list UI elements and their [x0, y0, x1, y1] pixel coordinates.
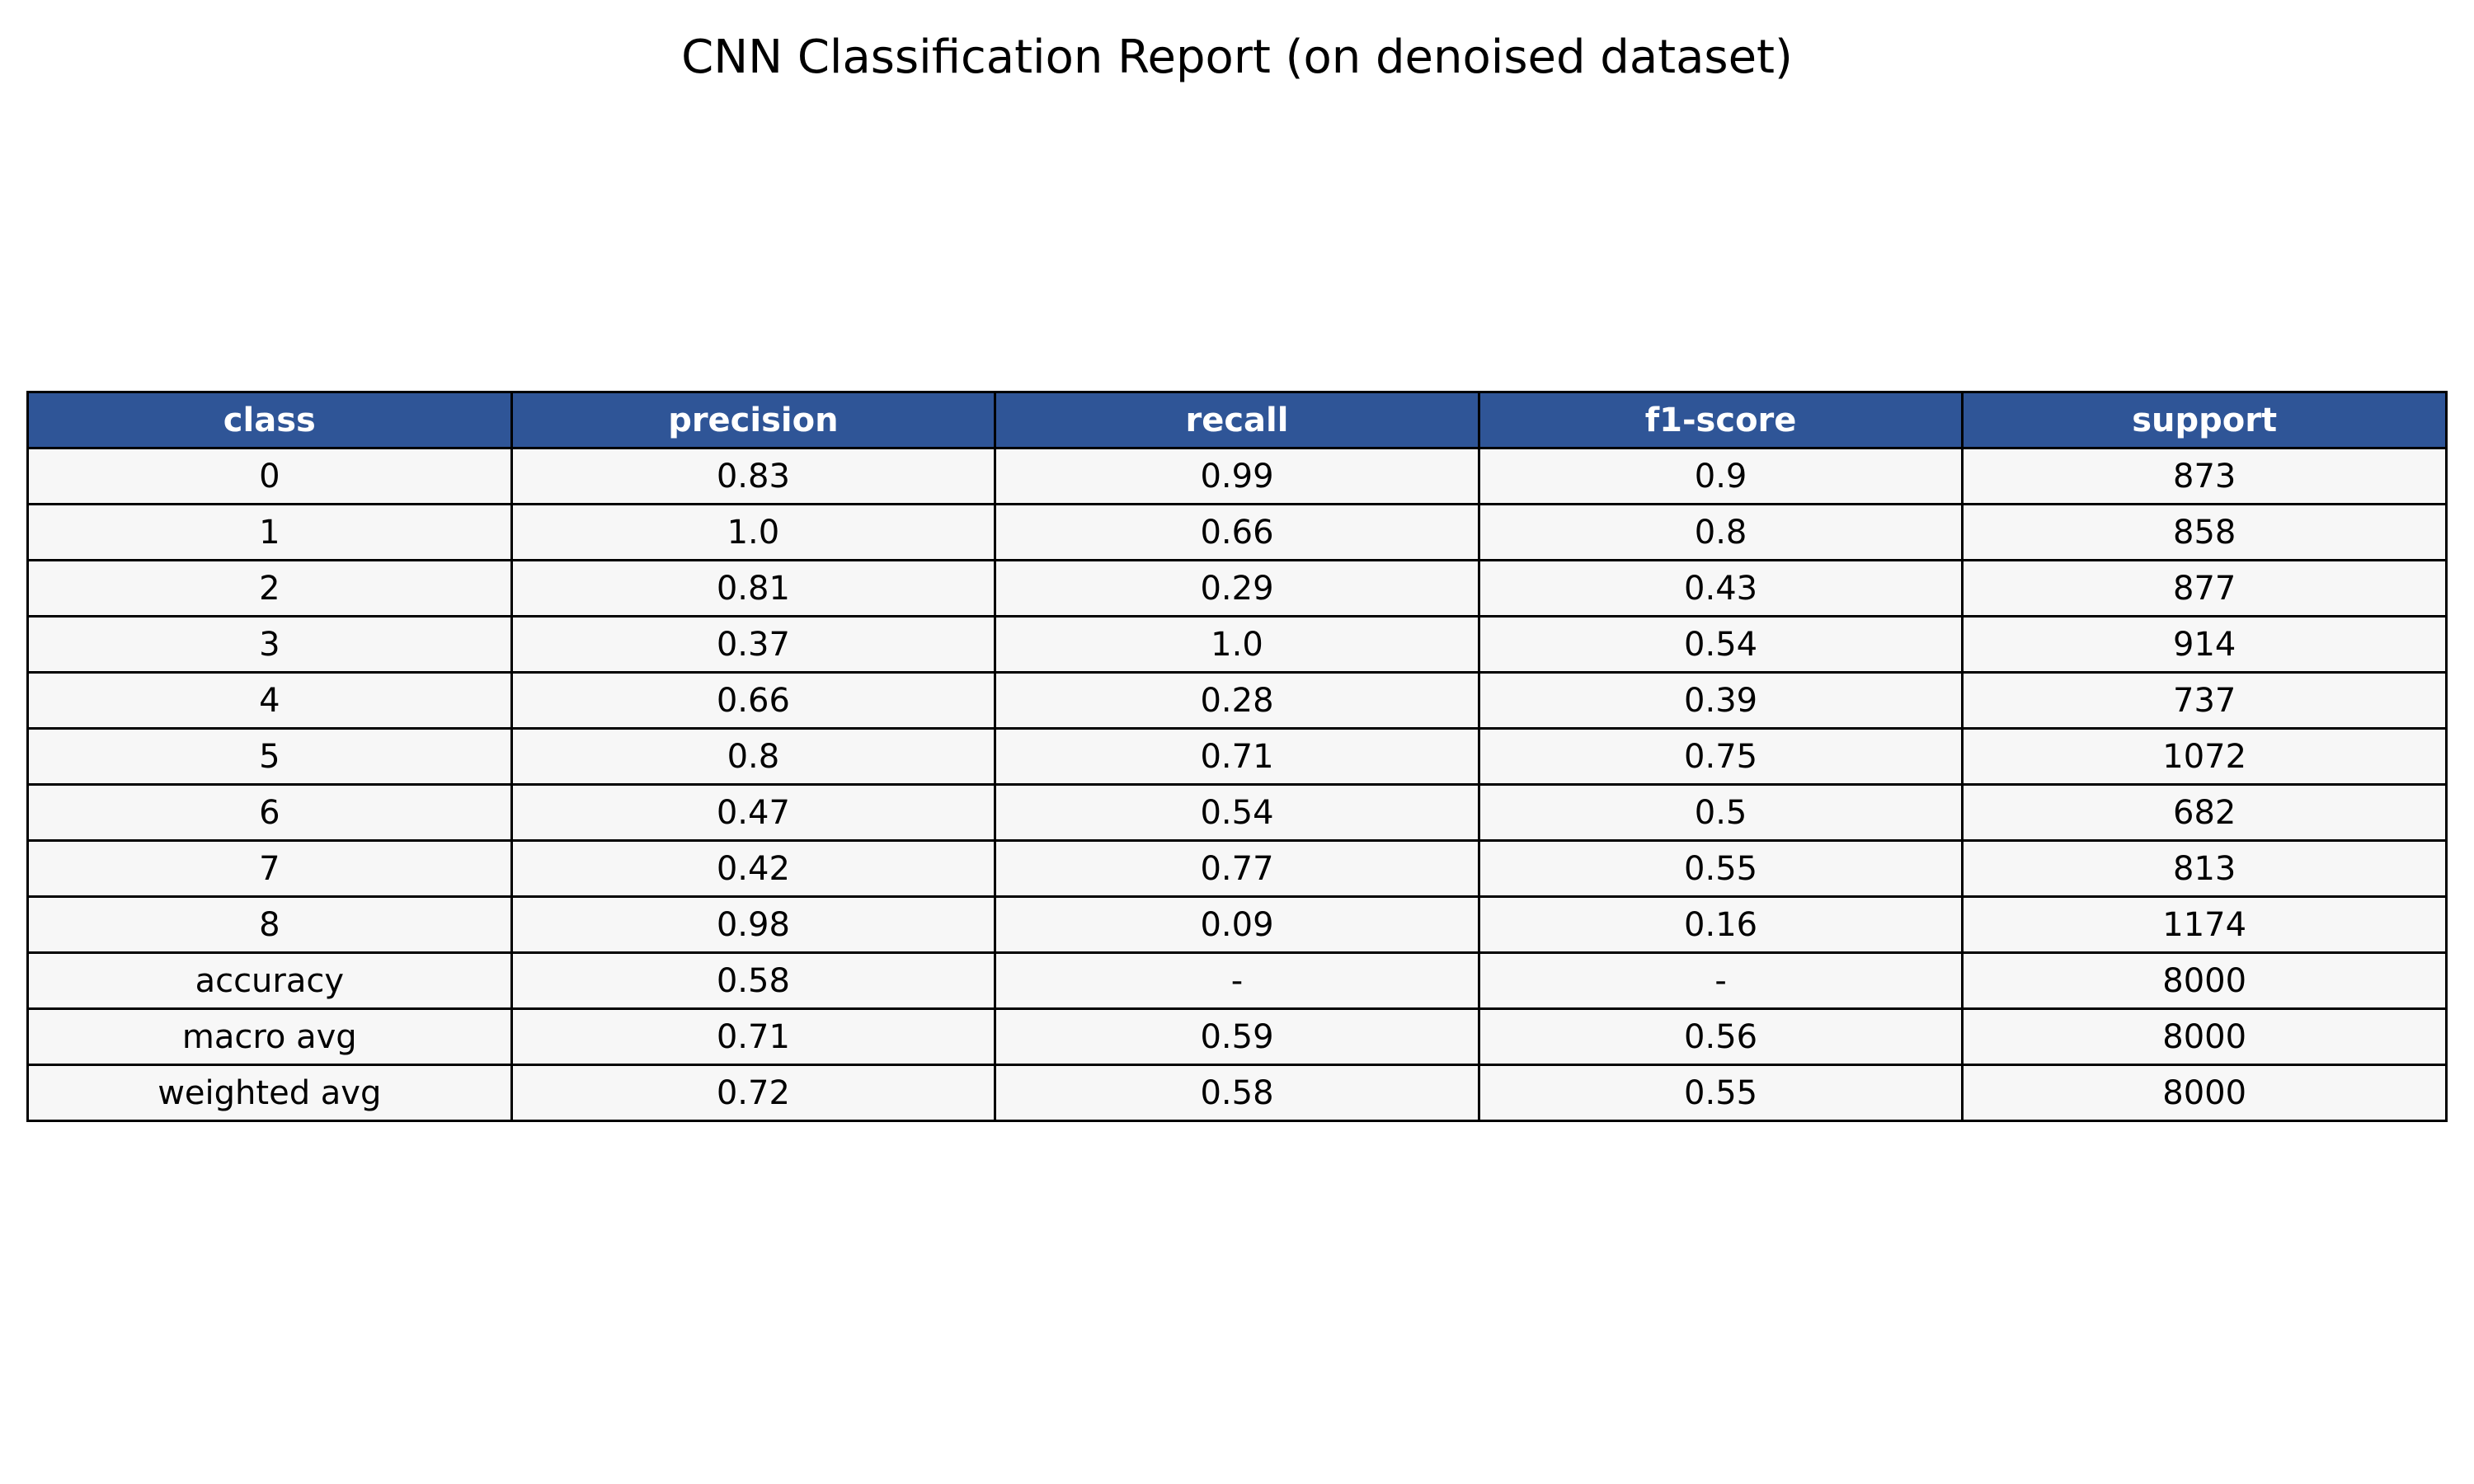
- table-row: 5 0.8 0.71 0.75 1072: [26, 727, 2448, 786]
- table-cell-class: 8: [26, 895, 513, 954]
- table-cell-class: 2: [26, 559, 513, 618]
- table-cell-recall: 0.58: [994, 1064, 1480, 1122]
- table-cell-precision: 0.72: [510, 1064, 997, 1122]
- column-header-f1-score: f1-score: [1477, 391, 1964, 449]
- table-cell-f1-score: 0.9: [1477, 447, 1964, 505]
- column-header-support: support: [1961, 391, 2448, 449]
- table-cell-f1-score: 0.16: [1477, 895, 1964, 954]
- table-cell-support: 858: [1961, 503, 2448, 561]
- table-row: 0 0.83 0.99 0.9 873: [26, 447, 2448, 505]
- table-cell-recall: 0.09: [994, 895, 1480, 954]
- table-header-row: class precision recall f1-score support: [26, 391, 2448, 449]
- table-cell-precision: 1.0: [510, 503, 997, 561]
- table-cell-f1-score: 0.55: [1477, 1064, 1964, 1122]
- table-cell-f1-score: 0.56: [1477, 1007, 1964, 1066]
- table-body: 0 0.83 0.99 0.9 873 1 1.0 0.66 0.8 858 2 0.81 0.29 0.…: [26, 447, 2448, 1122]
- table-cell-f1-score: 0.75: [1477, 727, 1964, 786]
- table-cell-precision: 0.58: [510, 951, 997, 1010]
- table-cell-precision: 0.42: [510, 839, 997, 898]
- table-cell-support: 873: [1961, 447, 2448, 505]
- table-row: 8 0.98 0.09 0.16 1174: [26, 895, 2448, 954]
- table-cell-precision: 0.71: [510, 1007, 997, 1066]
- table-cell-recall: -: [994, 951, 1480, 1010]
- chart-title: CNN Classification Report (on denoised d…: [681, 31, 1793, 84]
- table-row: 1 1.0 0.66 0.8 858: [26, 503, 2448, 561]
- table-cell-f1-score: 0.54: [1477, 615, 1964, 674]
- table-cell-class: 6: [26, 783, 513, 842]
- column-header-recall: recall: [994, 391, 1480, 449]
- column-header-precision: precision: [510, 391, 997, 449]
- table-cell-precision: 0.8: [510, 727, 997, 786]
- table-cell-class: 1: [26, 503, 513, 561]
- table-cell-f1-score: 0.43: [1477, 559, 1964, 618]
- table-row: 4 0.66 0.28 0.39 737: [26, 671, 2448, 730]
- table-cell-recall: 0.28: [994, 671, 1480, 730]
- table-cell-f1-score: 0.39: [1477, 671, 1964, 730]
- classification-report-table: class precision recall f1-score support 0 0.8…: [26, 391, 2448, 1122]
- table-cell-support: 1174: [1961, 895, 2448, 954]
- table-cell-recall: 0.99: [994, 447, 1480, 505]
- table-row: 2 0.81 0.29 0.43 877: [26, 559, 2448, 618]
- table-cell-support: 8000: [1961, 951, 2448, 1010]
- table-row: weighted avg 0.72 0.58 0.55 8000: [26, 1064, 2448, 1122]
- table-cell-precision: 0.81: [510, 559, 997, 618]
- table-cell-precision: 0.47: [510, 783, 997, 842]
- table-cell-support: 1072: [1961, 727, 2448, 786]
- table-cell-f1-score: 0.5: [1477, 783, 1964, 842]
- table-cell-recall: 0.71: [994, 727, 1480, 786]
- table-cell-class: 0: [26, 447, 513, 505]
- table-row: 6 0.47 0.54 0.5 682: [26, 783, 2448, 842]
- table-cell-support: 877: [1961, 559, 2448, 618]
- table-cell-class: macro avg: [26, 1007, 513, 1066]
- table-cell-f1-score: -: [1477, 951, 1964, 1010]
- table-cell-precision: 0.83: [510, 447, 997, 505]
- table-cell-support: 737: [1961, 671, 2448, 730]
- table-cell-class: 4: [26, 671, 513, 730]
- table-row: 3 0.37 1.0 0.54 914: [26, 615, 2448, 674]
- table-cell-recall: 0.29: [994, 559, 1480, 618]
- table-cell-precision: 0.66: [510, 671, 997, 730]
- table-row: macro avg 0.71 0.59 0.56 8000: [26, 1007, 2448, 1066]
- table-cell-class: weighted avg: [26, 1064, 513, 1122]
- table-cell-support: 8000: [1961, 1064, 2448, 1122]
- table-cell-recall: 0.59: [994, 1007, 1480, 1066]
- table-cell-class: 7: [26, 839, 513, 898]
- table-cell-class: 3: [26, 615, 513, 674]
- column-header-class: class: [26, 391, 513, 449]
- table-cell-recall: 0.54: [994, 783, 1480, 842]
- table-cell-class: accuracy: [26, 951, 513, 1010]
- table-cell-support: 682: [1961, 783, 2448, 842]
- table-row: 7 0.42 0.77 0.55 813: [26, 839, 2448, 898]
- table-cell-support: 813: [1961, 839, 2448, 898]
- table-cell-f1-score: 0.55: [1477, 839, 1964, 898]
- table-cell-support: 8000: [1961, 1007, 2448, 1066]
- table-cell-recall: 0.66: [994, 503, 1480, 561]
- table-cell-precision: 0.98: [510, 895, 997, 954]
- table-cell-f1-score: 0.8: [1477, 503, 1964, 561]
- table-cell-recall: 0.77: [994, 839, 1480, 898]
- table-cell-class: 5: [26, 727, 513, 786]
- table-cell-recall: 1.0: [994, 615, 1480, 674]
- table-row: accuracy 0.58- -8000: [26, 951, 2448, 1010]
- table-cell-precision: 0.37: [510, 615, 997, 674]
- table-cell-support: 914: [1961, 615, 2448, 674]
